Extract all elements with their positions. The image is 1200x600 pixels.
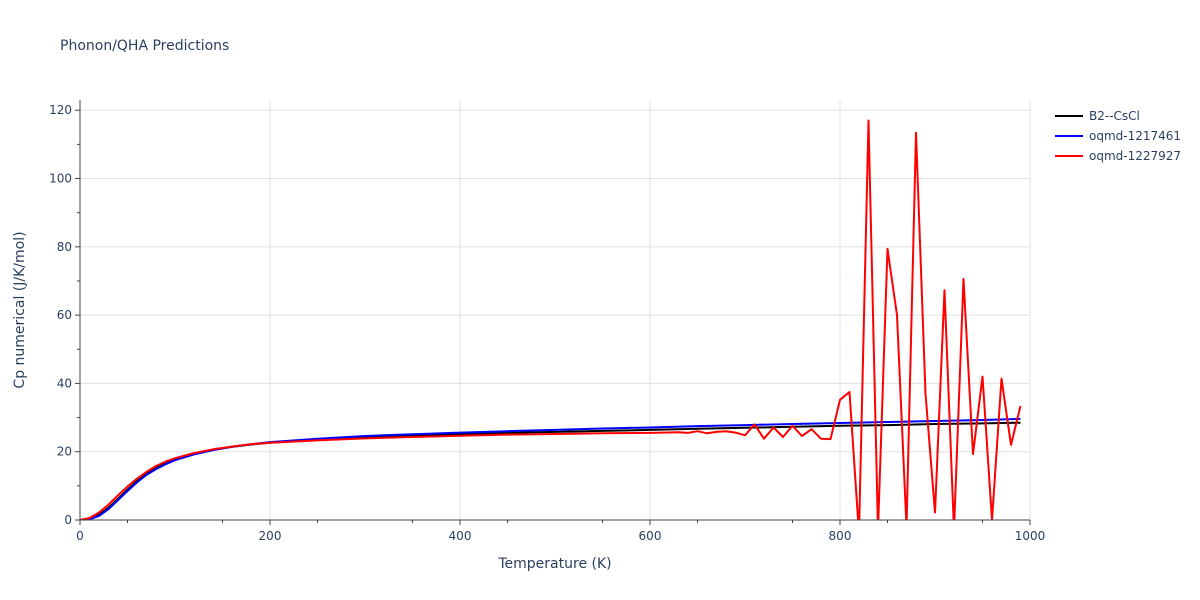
x-tick-label: 1000 bbox=[1015, 529, 1046, 543]
y-tick-label: 80 bbox=[57, 240, 72, 254]
x-tick-label: 800 bbox=[829, 529, 852, 543]
y-axis-label: Cp numerical (J/K/mol) bbox=[12, 231, 28, 388]
y-tick-label: 120 bbox=[49, 103, 72, 117]
y-tick-label: 40 bbox=[57, 376, 72, 390]
legend-label: B2--CsCl bbox=[1089, 109, 1140, 123]
x-tick-label: 400 bbox=[449, 529, 472, 543]
legend[interactable]: B2--CsCl oqmd-1217461 oqmd-1227927 bbox=[1055, 109, 1181, 163]
legend-item[interactable]: oqmd-1217461 bbox=[1055, 129, 1181, 143]
y-tick-label: 60 bbox=[57, 308, 72, 322]
y-tick-label: 0 bbox=[64, 513, 72, 527]
y-tick-label: 100 bbox=[49, 172, 72, 186]
plot-area bbox=[80, 119, 1022, 520]
legend-item[interactable]: B2--CsCl bbox=[1055, 109, 1140, 123]
x-tick-label: 0 bbox=[76, 529, 84, 543]
legend-label: oqmd-1217461 bbox=[1089, 129, 1181, 143]
legend-item[interactable]: oqmd-1227927 bbox=[1055, 149, 1181, 163]
x-axis-label: Temperature (K) bbox=[497, 556, 611, 572]
legend-label: oqmd-1227927 bbox=[1089, 149, 1181, 163]
series-line-oqmd-1217461 bbox=[80, 417, 1021, 520]
chart-title: Phonon/QHA Predictions bbox=[60, 38, 229, 54]
axes: 0 200 400 600 800 1000 0 20 40 60 80 100 120 bbox=[49, 100, 1045, 543]
x-tick-label: 200 bbox=[259, 529, 282, 543]
x-tick-label: 600 bbox=[639, 529, 662, 543]
series-line-oqmd-1227927 bbox=[80, 119, 1022, 520]
y-tick-label: 20 bbox=[57, 445, 72, 459]
